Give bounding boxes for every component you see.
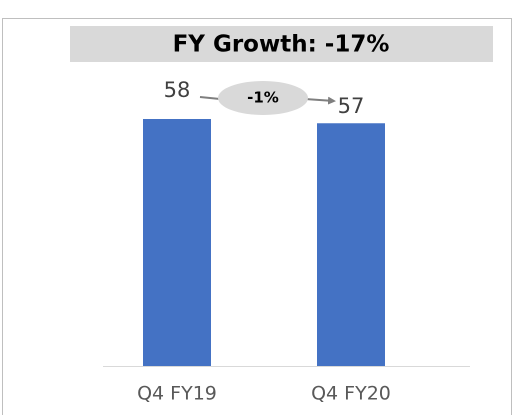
chart-title: FY Growth: -17% xyxy=(173,32,390,58)
arrow-head xyxy=(304,96,336,105)
panel-border xyxy=(2,18,512,415)
data-label: 57 xyxy=(338,94,365,118)
x-tick-label: Q4 FY20 xyxy=(311,383,391,405)
annotation-bubble xyxy=(218,81,308,115)
annotation: -1% xyxy=(247,89,279,107)
bar xyxy=(143,119,211,366)
title-box xyxy=(70,26,493,62)
data-label: 58 xyxy=(164,78,191,102)
x-tick-label: Q4 FY19 xyxy=(137,383,217,405)
bar xyxy=(317,123,385,366)
arrow-tail xyxy=(199,96,221,100)
